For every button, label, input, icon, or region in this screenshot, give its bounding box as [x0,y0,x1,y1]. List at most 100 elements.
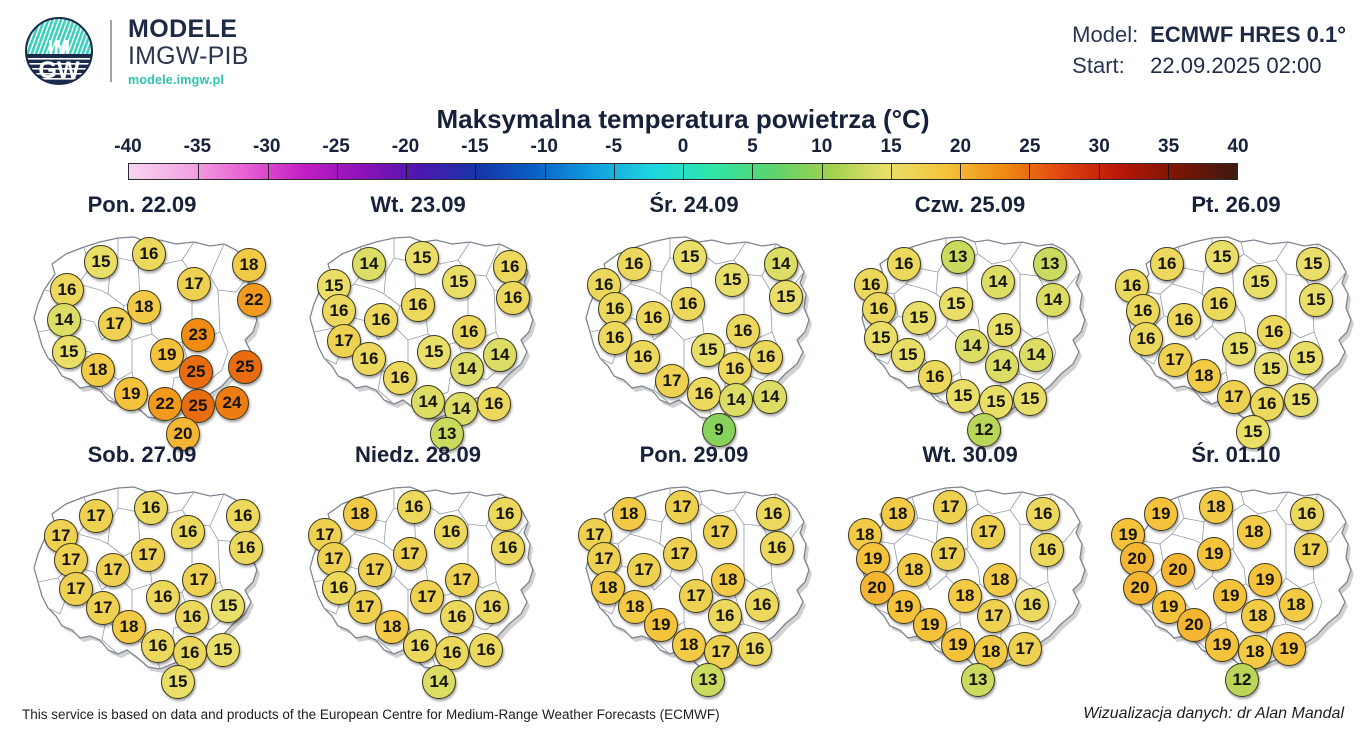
temperature-bubble[interactable]: 17 [86,591,120,625]
temperature-bubble[interactable]: 17 [1217,380,1251,414]
temperature-bubble[interactable]: 19 [913,608,947,642]
temperature-bubble[interactable]: 17 [977,599,1011,633]
temperature-bubble[interactable]: 16 [352,342,386,376]
temperature-bubble[interactable]: 19 [1272,632,1306,666]
temperature-bubble[interactable]: 15 [1299,283,1333,317]
temperature-bubble[interactable]: 18 [232,248,266,282]
temperature-bubble[interactable]: 16 [397,490,431,524]
temperature-bubble[interactable]: 16 [132,237,166,271]
temperature-bubble[interactable]: 16 [756,497,790,531]
temperature-bubble[interactable]: 16 [636,301,670,335]
temperature-bubble[interactable]: 16 [226,499,260,533]
temperature-bubble[interactable]: 16 [726,314,760,348]
forecast-panel-1[interactable]: Pon. 22.09 15 16 18 16 17 18 22 14 17 23 19 15 25 25 18… [6,192,278,451]
temperature-bubble[interactable]: 16 [1026,497,1060,531]
temperature-bubble[interactable]: 15 [442,265,476,299]
temperature-bubble[interactable]: 17 [131,538,165,572]
temperature-bubble[interactable]: 18 [1279,588,1313,622]
temperature-bubble[interactable]: 15 [1205,240,1239,274]
temperature-bubble[interactable]: 15 [1013,382,1047,416]
temperature-bubble[interactable]: 25 [228,350,262,384]
temperature-bubble[interactable]: 18 [672,628,706,662]
temperature-bubble[interactable]: 16 [1150,247,1184,281]
temperature-bubble[interactable]: 17 [933,490,967,524]
temperature-bubble[interactable]: 19 [644,608,678,642]
temperature-bubble[interactable]: 17 [679,579,713,613]
temperature-bubble[interactable]: 14 [955,329,989,363]
temperature-bubble[interactable]: 18 [81,353,115,387]
brand-url[interactable]: modele.imgw.pl [128,73,225,88]
temperature-bubble[interactable]: 19 [1205,628,1239,662]
temperature-bubble[interactable]: 16 [175,600,209,634]
temperature-bubble[interactable]: 16 [401,288,435,322]
temperature-bubble[interactable]: 16 [749,340,783,374]
temperature-bubble[interactable]: 15 [715,263,749,297]
temperature-bubble[interactable]: 15 [211,589,245,623]
temperature-bubble[interactable]: 16 [496,281,530,315]
temperature-bubble[interactable]: 16 [887,247,921,281]
temperature-bubble[interactable]: 15 [902,301,936,335]
temperature-bubble[interactable]: 18 [881,497,915,531]
temperature-bubble[interactable]: 17 [971,515,1005,549]
temperature-bubble[interactable]: 15 [946,379,980,413]
temperature-bubble[interactable]: 17 [627,553,661,587]
temperature-bubble[interactable]: 15 [1236,415,1270,449]
temperature-bubble[interactable]: 12 [1225,663,1259,697]
temperature-bubble[interactable]: 14 [981,265,1015,299]
temperature-bubble[interactable]: 16 [146,580,180,614]
temperature-bubble[interactable]: 17 [1158,343,1192,377]
temperature-bubble[interactable]: 15 [987,313,1021,347]
temperature-bubble[interactable]: 16 [322,294,356,328]
forecast-panel-5[interactable]: Pt. 26.09 16 15 15 16 15 16 15 16 16 16 16 15 15 17 15 1… [1100,192,1366,449]
temperature-bubble[interactable]: 18 [897,553,931,587]
temperature-bubble[interactable]: 16 [745,588,779,622]
temperature-bubble[interactable]: 13 [691,663,725,697]
temperature-bubble[interactable]: 12 [967,413,1001,447]
temperature-bubble[interactable]: 17 [1008,632,1042,666]
forecast-panel-7[interactable]: Niedz. 28.09 18 16 16 17 16 17 16 17 17 17 16 17 16 17… [282,442,554,699]
temperature-bubble[interactable]: 16 [598,292,632,326]
temperature-bubble[interactable]: 17 [445,563,479,597]
temperature-bubble[interactable]: 15 [1254,352,1288,386]
temperature-bubble[interactable]: 25 [179,355,213,389]
temperature-bubble[interactable]: 16 [1202,287,1236,321]
temperature-bubble[interactable]: 15 [417,335,451,369]
temperature-bubble[interactable]: 18 [1187,359,1221,393]
temperature-bubble[interactable]: 19 [150,338,184,372]
temperature-bubble[interactable]: 17 [655,364,689,398]
forecast-panel-8[interactable]: Pon. 29.09 18 17 16 17 17 17 16 17 17 18 18 17 16 18 16… [558,442,830,697]
temperature-bubble[interactable]: 15 [84,245,118,279]
temperature-bubble[interactable]: 17 [54,543,88,577]
temperature-bubble[interactable]: 16 [403,629,437,663]
temperature-bubble[interactable]: 16 [452,315,486,349]
temperature-bubble[interactable]: 15 [1289,341,1323,375]
temperature-bubble[interactable]: 14 [1019,338,1053,372]
temperature-bubble[interactable]: 22 [148,387,182,421]
temperature-bubble[interactable]: 16 [364,303,398,337]
temperature-bubble[interactable]: 14 [422,665,456,699]
temperature-bubble[interactable]: 17 [79,499,113,533]
temperature-bubble[interactable]: 16 [626,340,660,374]
temperature-bubble[interactable]: 15 [1284,383,1318,417]
temperature-bubble[interactable]: 18 [983,563,1017,597]
forecast-panel-10[interactable]: Śr. 01.10 19 18 16 19 18 19 17 20 20 19 20 19 18 19 18 2… [1100,442,1366,697]
temperature-bubble[interactable]: 18 [948,579,982,613]
temperature-bubble[interactable]: 13 [1033,247,1067,281]
temperature-bubble[interactable]: 16 [434,515,468,549]
temperature-bubble[interactable]: 16 [322,571,356,605]
temperature-bubble[interactable]: 20 [1161,553,1195,587]
temperature-bubble[interactable]: 16 [171,515,205,549]
forecast-panel-9[interactable]: Wt. 30.09 18 17 16 18 17 17 16 19 18 18 20 18 16 19 17 1… [834,442,1106,697]
temperature-bubble[interactable]: 14 [352,247,386,281]
temperature-bubble[interactable]: 20 [1123,571,1157,605]
temperature-bubble[interactable]: 19 [1248,563,1282,597]
temperature-bubble[interactable]: 19 [114,377,148,411]
temperature-bubble[interactable]: 20 [860,571,894,605]
temperature-bubble[interactable]: 13 [430,417,464,451]
temperature-bubble[interactable]: 17 [931,537,965,571]
temperature-bubble[interactable]: 14 [1036,283,1070,317]
temperature-bubble[interactable]: 16 [491,531,525,565]
temperature-bubble[interactable]: 19 [856,542,890,576]
temperature-bubble[interactable]: 18 [1237,515,1271,549]
temperature-bubble[interactable]: 16 [617,247,651,281]
